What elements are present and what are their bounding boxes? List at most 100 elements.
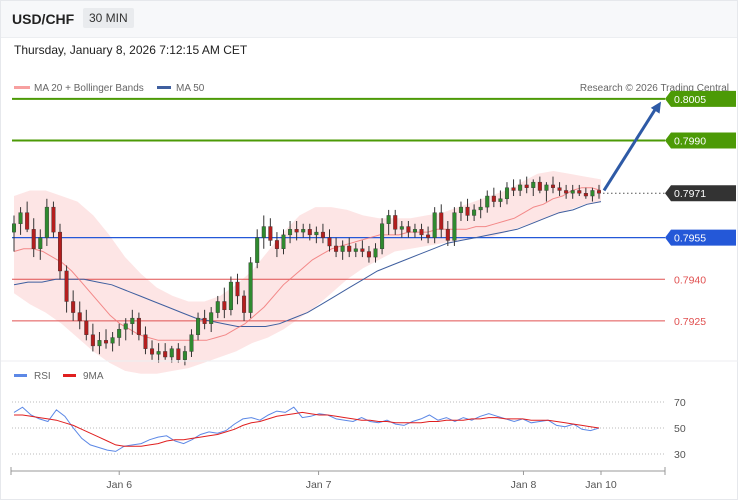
candle [77, 301, 82, 330]
candle [399, 221, 404, 238]
arrow-shaft [602, 108, 657, 192]
candle [301, 223, 306, 238]
timeframe-button[interactable]: 30 MIN [83, 8, 134, 28]
candle-body [176, 348, 181, 360]
candle-body [248, 262, 253, 313]
candle [537, 176, 542, 194]
candle-body [84, 320, 89, 335]
copyright-label: Research © 2026 Trading Central [580, 83, 729, 94]
candle-body [18, 212, 23, 224]
symbol-label: USD/CHF [12, 11, 75, 27]
candle [353, 243, 358, 258]
candle [58, 223, 63, 280]
ma50-legend-label: MA 50 [176, 83, 205, 94]
candle-body [301, 229, 306, 233]
candle-body [597, 190, 602, 194]
candle-body [366, 251, 371, 258]
candle [117, 323, 122, 346]
candle [169, 345, 174, 363]
candle [360, 240, 365, 258]
candle-body [77, 312, 82, 322]
candle [439, 204, 444, 238]
level-tag-1 [665, 132, 736, 149]
level-label-1: 0.7990 [674, 136, 706, 148]
candle-body [498, 198, 503, 202]
candle-body [557, 187, 562, 191]
candle [577, 184, 582, 197]
moving-averages [13, 187, 602, 341]
candle-body [564, 190, 569, 194]
candle-body [294, 229, 299, 233]
candle-body [268, 226, 273, 241]
candle-body [228, 281, 233, 311]
candle-body [537, 181, 542, 191]
candle [274, 232, 279, 258]
level-label-4: 0.7940 [674, 274, 706, 286]
candle [97, 332, 102, 355]
level-label-5: 0.7925 [674, 316, 706, 328]
candle-body [222, 301, 227, 311]
candle-body [150, 348, 155, 355]
candle-body [182, 351, 187, 360]
candle-body [360, 248, 365, 252]
candle [215, 295, 220, 319]
candle-body [570, 190, 575, 194]
candle [38, 229, 43, 260]
candle [452, 207, 457, 246]
candle-body [452, 212, 457, 241]
candle-body [242, 295, 247, 313]
candle-body [426, 234, 431, 238]
candle [163, 343, 168, 360]
rsi-ma-legend-swatch [63, 374, 76, 377]
rsi-line [13, 406, 600, 452]
candle-body [465, 206, 470, 216]
candle-body [419, 229, 424, 236]
ma50-legend-swatch [157, 86, 171, 89]
ma20-legend-label: MA 20 + Bollinger Bands [34, 83, 144, 94]
candle [18, 207, 23, 235]
rsi-legend-swatch [14, 374, 27, 377]
candle [242, 290, 247, 321]
candle-body [25, 212, 30, 230]
candle [209, 307, 214, 333]
candle-body [373, 248, 378, 258]
candle [550, 176, 555, 194]
candle [458, 201, 463, 221]
candle-body [485, 195, 490, 208]
candle-body [261, 226, 266, 238]
ma50-line [13, 201, 602, 327]
rsi-ma-legend-label: 9MA [83, 371, 104, 382]
candle [472, 204, 477, 221]
candle-body [123, 323, 128, 330]
candle [504, 182, 509, 205]
candle-body [531, 181, 536, 188]
candle [485, 190, 490, 213]
candle-body [11, 223, 16, 233]
candle [44, 198, 49, 246]
candle [478, 198, 483, 219]
top-bar: USD/CHF 30 MIN [1, 1, 737, 38]
candle-body [288, 229, 293, 236]
candle [235, 273, 240, 305]
candle [327, 229, 332, 252]
candle [314, 226, 319, 244]
candle-body [281, 234, 286, 249]
candle-body [255, 237, 260, 263]
level-label-2: 0.7971 [674, 188, 706, 200]
candle [150, 340, 155, 360]
candle [597, 184, 602, 199]
candle [90, 323, 95, 352]
rsi-ma-line [14, 411, 600, 447]
candle-body [327, 237, 332, 247]
rsi-legend-label: RSI [34, 371, 51, 382]
candle-body [117, 329, 122, 338]
candle [31, 218, 36, 258]
candle-body [518, 184, 523, 191]
candle [320, 223, 325, 244]
arrow-head [650, 101, 661, 114]
bollinger-band-area [14, 171, 601, 374]
candle-body [544, 184, 549, 191]
candle-body [445, 229, 450, 241]
candle-body [412, 229, 417, 233]
